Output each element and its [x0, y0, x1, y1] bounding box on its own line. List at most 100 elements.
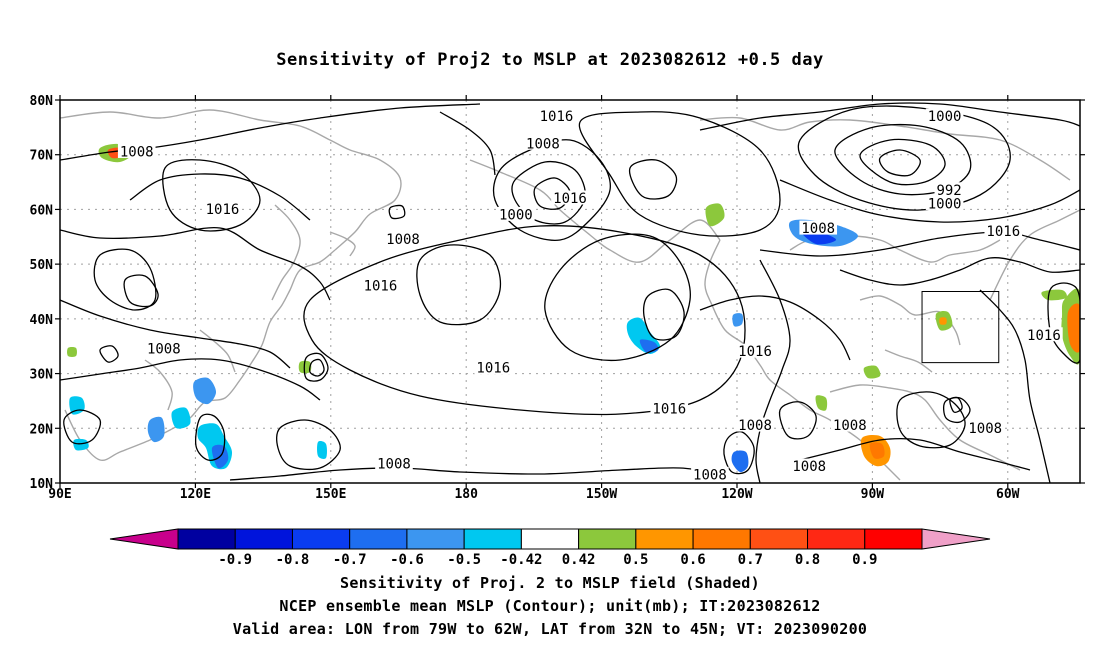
- caption-shading: Sensitivity of Proj. 2 to MSLP field (Sh…: [340, 574, 760, 592]
- contour-label-bg: [925, 108, 964, 123]
- contour-line-0: [60, 103, 481, 161]
- colorbar-label: -0.6: [390, 552, 424, 568]
- lon-label: 90E: [48, 487, 71, 502]
- contour-line-5: [699, 102, 1080, 131]
- colorbar-label: -0.8: [276, 552, 310, 568]
- colorbar-segment: [520, 528, 580, 550]
- contour-9: [834, 123, 972, 196]
- contour-line-8: [755, 259, 791, 483]
- contour-18: [723, 430, 755, 475]
- contour-line-1: [60, 226, 331, 301]
- contour-label-bg: [537, 108, 576, 123]
- caption-valid-area: Valid area: LON from 79W to 62W, LAT fro…: [232, 620, 868, 638]
- lat-label: 60N: [30, 203, 54, 218]
- shaded-region: [863, 365, 881, 379]
- contour-line-10: [979, 289, 1051, 483]
- contour-label: 1016: [476, 361, 510, 377]
- contour-label: 1016: [1027, 328, 1061, 344]
- colorbar-segment: [635, 528, 694, 550]
- lon-label: 120W: [721, 487, 752, 502]
- colorbar-label: 0.6: [680, 552, 705, 568]
- colorbar: -0.9 -0.8 -0.7 -0.6 -0.5 -0.42 0.42 0.5 0.6 0.7 0.…: [109, 528, 991, 568]
- contour-line-6: [779, 179, 1080, 223]
- contour-label-bg: [799, 220, 838, 235]
- valid-area-box: [921, 291, 1000, 364]
- colorbar-label: 0.8: [795, 552, 820, 568]
- contour-label-bg: [474, 360, 513, 375]
- shaded-region: [73, 438, 89, 451]
- colorbar-segment: [692, 528, 751, 550]
- contour-15: [276, 419, 341, 471]
- contour-label: 1000: [928, 196, 962, 212]
- shaded-region: [939, 317, 947, 325]
- contour-label: 1008: [386, 232, 420, 248]
- colorbar-segment: [864, 528, 923, 550]
- contour-label: 1008: [801, 221, 835, 237]
- coastline-6: [699, 116, 1071, 181]
- lon-label: 150W: [586, 487, 617, 502]
- contour-label-bg: [361, 278, 400, 293]
- coastlines: [60, 109, 1080, 481]
- lon-label: 60W: [996, 487, 1020, 502]
- shaded-region: [732, 313, 744, 327]
- contour-line-2: [60, 299, 291, 369]
- contour-label: 1016: [986, 224, 1020, 240]
- contour-14: [162, 159, 261, 232]
- colorbar-segment: [463, 528, 522, 550]
- contour-label: 1008: [833, 418, 867, 434]
- shaded-region: [815, 395, 828, 411]
- contour-label: 1008: [792, 459, 826, 475]
- colorbar-label: 0.42: [562, 552, 596, 568]
- contour-23: [388, 204, 406, 220]
- mslp-contours: [60, 102, 1080, 483]
- lat-label: 80N: [30, 94, 54, 109]
- valid-area-rect: [921, 291, 1000, 364]
- lat-label: 30N: [30, 368, 54, 383]
- shaded-region: [193, 377, 216, 405]
- contour-24: [99, 345, 119, 363]
- contour-label-bg: [145, 340, 183, 355]
- colorbar-segment: [578, 528, 637, 550]
- colorbar-label: 0.5: [623, 552, 648, 568]
- contour-label: 1008: [377, 456, 411, 472]
- contour-6: [642, 288, 685, 341]
- colorbar-low-end: [109, 528, 179, 550]
- coastline-3: [329, 231, 356, 257]
- lon-label: 90W: [861, 487, 885, 502]
- contour-label: 1016: [738, 344, 772, 360]
- coastline-12: [144, 359, 173, 411]
- coastline-11: [199, 329, 236, 373]
- contour-4: [416, 244, 502, 326]
- lat-label: 40N: [30, 313, 54, 328]
- contour-line-13: [439, 111, 496, 176]
- contour-25: [949, 396, 963, 413]
- contour-label-bg: [384, 231, 422, 246]
- contour-label: 1000: [928, 109, 962, 125]
- contour-21: [309, 358, 325, 377]
- coastline-4: [469, 159, 721, 263]
- contour-label-bg: [497, 206, 535, 221]
- coastline-8: [859, 295, 961, 346]
- colorbar-label: -0.9: [218, 552, 252, 568]
- contour-8: [797, 105, 1011, 211]
- contour-line-9: [839, 257, 1080, 286]
- shaded-region: [147, 416, 165, 443]
- contour-label: 1008: [968, 421, 1002, 437]
- contour-label-bg: [203, 201, 242, 216]
- colorbar-segment: [234, 528, 293, 550]
- contour-line-7: [759, 231, 1080, 257]
- coastline-1: [64, 249, 336, 462]
- contour-label-bg: [736, 417, 774, 432]
- contour-label: 1016: [553, 191, 587, 207]
- shaded-region: [639, 339, 659, 353]
- coastline-10: [989, 209, 1080, 301]
- colorbar-label: 0.7: [738, 552, 763, 568]
- lat-label: 10N: [30, 477, 54, 492]
- shaded-region: [705, 203, 725, 227]
- contour-label-bg: [934, 182, 964, 197]
- contour-label-bg: [650, 401, 689, 416]
- colorbar-label: 0.9: [852, 552, 877, 568]
- colorbar-segment: [349, 528, 408, 550]
- contour-label: 1008: [693, 467, 727, 483]
